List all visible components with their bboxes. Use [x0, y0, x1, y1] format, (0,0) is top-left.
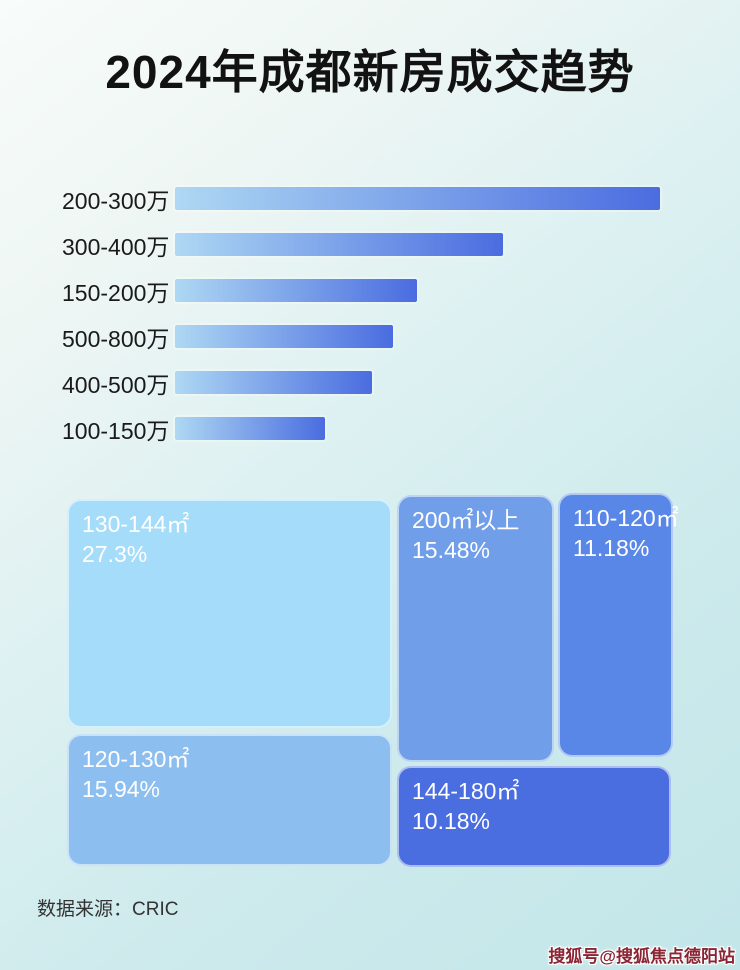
treemap-tile: 130-144㎡ 27.3%	[67, 499, 392, 728]
tile-value: 15.94%	[82, 776, 161, 803]
bar-row: 100-150万	[0, 417, 660, 444]
watermark: 搜狐号@搜狐焦点德阳站	[548, 947, 735, 966]
treemap-tile: 120-130㎡ 15.94%	[67, 734, 392, 866]
treemap-tile: 200㎡以上 15.48%	[397, 495, 554, 762]
bar-label: 100-150万	[62, 417, 170, 444]
tile-label: 110-120㎡	[573, 505, 679, 531]
bar	[175, 325, 393, 348]
tile-label: 200㎡以上	[412, 507, 520, 533]
bar	[175, 279, 417, 302]
page-title: 2024年成都新房成交趋势	[105, 46, 635, 98]
data-source-note: 数据来源：CRIC	[37, 899, 179, 920]
bar-label: 200-300万	[62, 187, 170, 214]
bar-row: 300-400万	[0, 233, 660, 260]
price-range-bar-chart: 200-300万 300-400万 150-200万 500-800万 400-…	[0, 187, 660, 463]
bar	[175, 233, 503, 256]
tile-value: 11.18%	[573, 535, 650, 562]
bar-label: 400-500万	[62, 371, 170, 398]
tile-label: 120-130㎡	[82, 746, 190, 772]
bar	[175, 187, 660, 210]
tile-value: 10.18%	[412, 808, 491, 835]
tile-value: 15.48%	[412, 537, 491, 564]
treemap-tile: 144-180㎡ 10.18%	[397, 766, 671, 867]
bar-row: 500-800万	[0, 325, 660, 352]
bar-row: 150-200万	[0, 279, 660, 306]
bar-label: 300-400万	[62, 233, 170, 260]
bar-label: 500-800万	[62, 325, 170, 352]
bar-label: 150-200万	[62, 279, 170, 306]
bar-row: 400-500万	[0, 371, 660, 398]
tile-label: 144-180㎡	[412, 778, 520, 804]
bar	[175, 417, 325, 440]
tile-value: 27.3%	[82, 541, 148, 568]
bar-row: 200-300万	[0, 187, 660, 214]
bar	[175, 371, 372, 394]
tile-label: 130-144㎡	[82, 511, 190, 537]
treemap-tile: 110-120㎡ 11.18%	[558, 493, 679, 757]
